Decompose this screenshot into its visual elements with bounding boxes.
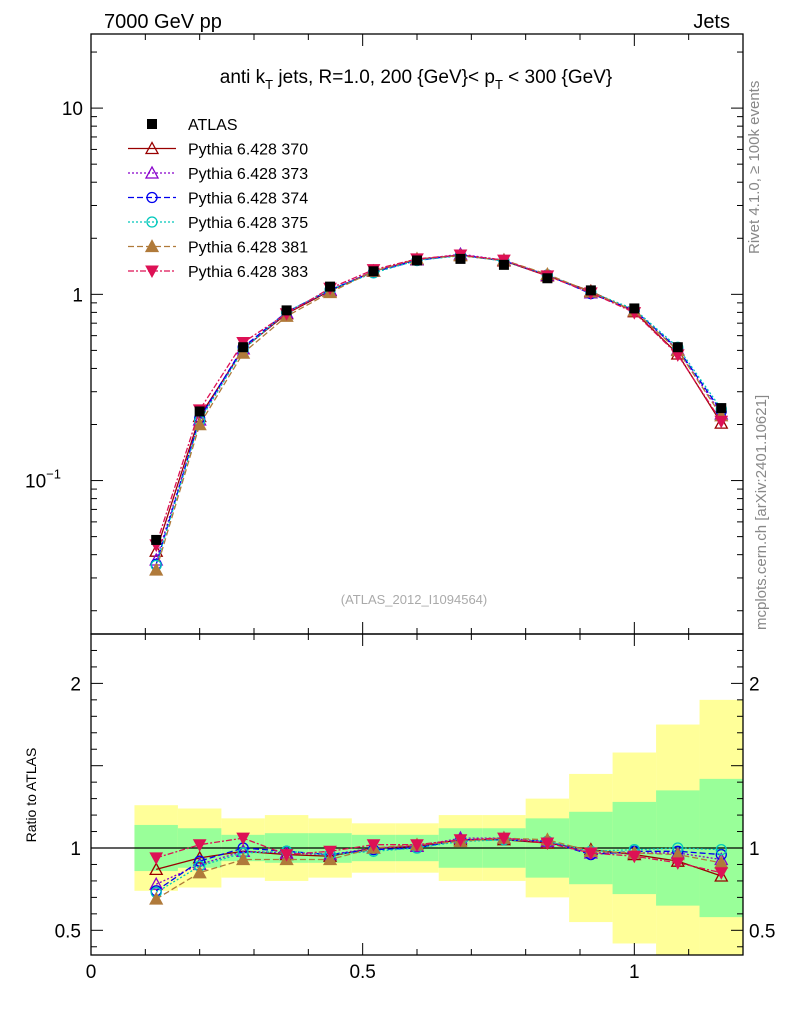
mcplots-label: mcplots.cern.ch [arXiv:2401.10621] bbox=[753, 395, 770, 630]
data-point bbox=[151, 534, 162, 545]
series-point bbox=[236, 345, 251, 359]
ratio-point bbox=[366, 839, 381, 852]
ratio-point bbox=[540, 837, 555, 851]
data-point bbox=[585, 285, 596, 296]
legend-label: ATLAS bbox=[188, 117, 238, 134]
data-point bbox=[629, 303, 640, 314]
uncertainty-bands bbox=[91, 699, 743, 955]
plot-title: anti kT jets, R=1.0, 200 {GeV}< pT < 300… bbox=[220, 67, 613, 92]
data-point bbox=[498, 259, 509, 270]
ratio-series-line bbox=[155, 837, 722, 900]
ratio-point bbox=[714, 867, 729, 880]
ratio-point bbox=[670, 857, 685, 870]
header-right: Jets bbox=[693, 11, 730, 33]
x-tick-label: 1 bbox=[629, 962, 640, 983]
ratio-y-tick-label-right: 0.5 bbox=[749, 921, 775, 942]
legend-label: Pythia 6.428 383 bbox=[188, 264, 308, 281]
series-point bbox=[149, 562, 164, 576]
ratio-point bbox=[236, 852, 251, 866]
legend-label: Pythia 6.428 375 bbox=[188, 215, 308, 232]
main-plot-series bbox=[149, 246, 729, 576]
ratio-point bbox=[714, 868, 729, 882]
y-tick-label: 1 bbox=[72, 285, 83, 306]
series-line bbox=[155, 254, 722, 546]
data-point bbox=[542, 273, 553, 284]
ratio-y-tick-label-right: 1 bbox=[749, 839, 760, 860]
header-left: 7000 GeV pp bbox=[104, 11, 222, 33]
ratio-series-line bbox=[156, 837, 722, 874]
ratio-point bbox=[627, 850, 642, 864]
ratio-point bbox=[715, 843, 727, 856]
data-point bbox=[455, 253, 466, 264]
ratio-point bbox=[410, 839, 424, 852]
ratio-y-tick-label: 2 bbox=[70, 674, 81, 695]
ratio-point bbox=[497, 832, 511, 846]
ratio-point bbox=[584, 847, 598, 860]
series-point bbox=[192, 417, 207, 431]
legend-marker bbox=[144, 165, 160, 179]
y-tick-label: 10 bbox=[62, 99, 83, 120]
legend-label: Pythia 6.428 374 bbox=[188, 191, 308, 208]
ratio-point bbox=[149, 862, 164, 876]
reference-label: (ATLAS_2012_I1094564) bbox=[341, 592, 487, 607]
ratio-point bbox=[279, 849, 294, 862]
ratio-y-tick-label: 1 bbox=[70, 839, 81, 860]
ratio-series-line bbox=[155, 839, 722, 894]
ratio-y-tick-label: 0.5 bbox=[55, 921, 81, 942]
x-tick-label: 0.5 bbox=[349, 962, 375, 983]
ratio-point bbox=[149, 852, 164, 865]
ratio-point bbox=[149, 876, 164, 890]
legend-label: Pythia 6.428 381 bbox=[188, 240, 308, 257]
x-tick-label: 0 bbox=[86, 962, 97, 983]
ratio-point bbox=[236, 832, 250, 846]
legend-label: Pythia 6.428 373 bbox=[188, 166, 308, 183]
legend-marker bbox=[146, 191, 158, 204]
rivet-label: Rivet 4.1.0, ≥ 100k events bbox=[746, 81, 763, 254]
series-line bbox=[155, 255, 722, 566]
legend-label: Pythia 6.428 370 bbox=[188, 142, 308, 159]
legend-marker bbox=[145, 265, 159, 279]
ratio-point bbox=[322, 852, 338, 866]
series-line bbox=[155, 253, 722, 561]
data-point bbox=[238, 342, 249, 353]
data-point bbox=[412, 255, 422, 266]
ratio-point bbox=[453, 834, 468, 847]
y-tick-label: 10−1 bbox=[25, 467, 61, 493]
data-point bbox=[368, 266, 379, 277]
series-line bbox=[155, 254, 722, 565]
ratio-axis-label: Ratio to ATLAS bbox=[23, 748, 39, 843]
legend: ATLAS Pythia 6.428 370 Pythia 6.428 373 Pyt… bbox=[128, 117, 308, 281]
series-line bbox=[155, 254, 722, 552]
ratio-point bbox=[323, 845, 337, 859]
data-point bbox=[672, 342, 683, 353]
ratio-point bbox=[149, 891, 164, 905]
ratio-y-tick-label-right: 2 bbox=[749, 674, 760, 695]
data-point bbox=[281, 305, 292, 316]
ratio-point bbox=[192, 865, 207, 879]
legend-marker bbox=[147, 119, 157, 129]
legend-marker bbox=[144, 239, 160, 253]
series-line bbox=[155, 255, 722, 571]
ratio-plot-series bbox=[149, 830, 729, 905]
ratio-point bbox=[192, 839, 207, 852]
series-point bbox=[714, 415, 729, 429]
legend-marker bbox=[144, 141, 160, 155]
legend-marker bbox=[146, 216, 158, 228]
data-point bbox=[716, 403, 727, 414]
data-point bbox=[194, 406, 205, 417]
data-point bbox=[325, 281, 336, 292]
